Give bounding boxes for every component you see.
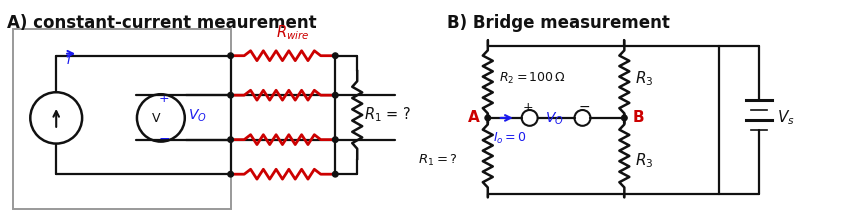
Text: A: A: [468, 110, 479, 125]
Text: −: −: [579, 100, 590, 114]
Text: $R_3$: $R_3$: [635, 69, 654, 88]
Text: A) constant-current meaurement: A) constant-current meaurement: [8, 14, 317, 32]
Circle shape: [622, 115, 627, 121]
Text: $R_1 = ?$: $R_1 = ?$: [418, 153, 458, 168]
Text: −: −: [158, 132, 169, 146]
Text: $V_s$: $V_s$: [777, 109, 794, 127]
Text: $V_O$: $V_O$: [188, 108, 207, 124]
Circle shape: [333, 171, 338, 177]
Circle shape: [228, 92, 234, 98]
Text: $R_1$ = ?: $R_1$ = ?: [364, 106, 412, 124]
Text: +: +: [523, 101, 533, 113]
Circle shape: [333, 137, 338, 142]
Text: B: B: [633, 110, 644, 125]
Text: $R_3$: $R_3$: [635, 152, 654, 170]
Circle shape: [485, 115, 490, 121]
Bar: [14, 29, 230, 209]
Circle shape: [333, 53, 338, 58]
Circle shape: [228, 171, 234, 177]
Text: $V_O$: $V_O$: [545, 111, 563, 127]
Circle shape: [228, 53, 234, 58]
Text: B) Bridge measurement: B) Bridge measurement: [447, 14, 670, 32]
Text: $I$: $I$: [66, 54, 71, 67]
Text: +: +: [158, 92, 169, 105]
Circle shape: [228, 137, 234, 142]
Circle shape: [333, 92, 338, 98]
Text: $R_2 = 100\,\Omega$: $R_2 = 100\,\Omega$: [499, 71, 566, 86]
Text: V: V: [152, 112, 160, 125]
Text: $R_{wire}$: $R_{wire}$: [276, 23, 309, 42]
Text: $I_o = 0$: $I_o = 0$: [493, 131, 527, 146]
